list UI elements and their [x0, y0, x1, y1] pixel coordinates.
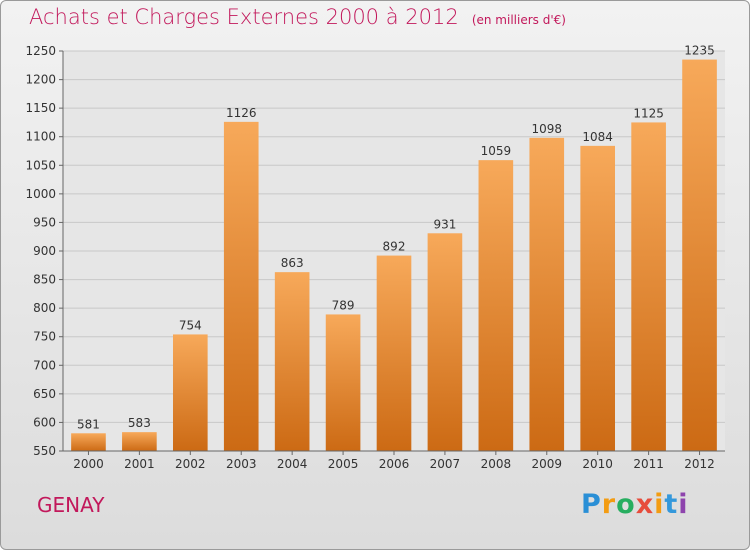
x-tick-label: 2005	[328, 457, 359, 471]
bar-value-label: 1059	[481, 144, 512, 158]
bar-value-label: 1126	[226, 106, 257, 120]
bar-value-label: 1125	[633, 106, 664, 120]
x-tick-label: 2009	[531, 457, 562, 471]
bar-2003	[223, 121, 259, 451]
bar-2002	[172, 334, 208, 451]
y-tick-label: 1150	[25, 101, 56, 115]
bar-2009	[529, 137, 565, 451]
x-tick-label: 2003	[226, 457, 257, 471]
y-tick-label: 1200	[25, 73, 56, 87]
bar-2007	[427, 233, 463, 451]
y-tick-label: 600	[33, 415, 56, 429]
bar-value-label: 1235	[684, 44, 715, 58]
logo-letter: i	[678, 489, 689, 520]
y-tick-label: 550	[33, 444, 56, 458]
bar-2011	[631, 122, 666, 451]
y-tick-label: 750	[33, 330, 56, 344]
bar-2004	[274, 272, 310, 451]
logo-letter: r	[601, 489, 617, 520]
x-tick-label: 2002	[175, 457, 206, 471]
chart-title: Achats et Charges Externes 2000 à 2012	[29, 5, 459, 29]
bar-value-label: 892	[383, 240, 406, 254]
x-tick-label: 2007	[430, 457, 461, 471]
bar-2012	[682, 59, 717, 451]
y-tick-label: 800	[33, 301, 56, 315]
bar-value-label: 863	[281, 256, 304, 270]
bar-value-label: 1084	[582, 130, 613, 144]
chart-title-block: Achats et Charges Externes 2000 à 2012 (…	[29, 5, 566, 29]
logo-letter: P	[581, 489, 602, 520]
x-tick-label: 2001	[124, 457, 155, 471]
logo-letter: o	[616, 489, 636, 520]
bar-2006	[376, 255, 412, 451]
x-tick-label: 2006	[379, 457, 410, 471]
x-tick-label: 2010	[582, 457, 613, 471]
x-tick-label: 2000	[73, 457, 104, 471]
y-tick-label: 1100	[25, 130, 56, 144]
bar-2005	[325, 314, 361, 451]
bar-2008	[478, 160, 514, 451]
bar-2010	[580, 145, 616, 451]
x-tick-label: 2011	[633, 457, 664, 471]
bar-value-label: 1098	[531, 122, 562, 136]
bar-value-label: 789	[332, 298, 355, 312]
y-tick-label: 650	[33, 387, 56, 401]
chart-subtitle: (en milliers d'€)	[471, 13, 566, 27]
y-tick-label: 700	[33, 358, 56, 372]
x-tick-label: 2004	[277, 457, 308, 471]
y-tick-label: 1050	[25, 158, 56, 172]
logo-letter: x	[635, 489, 655, 520]
logo-letter: t	[664, 489, 679, 520]
x-tick-label: 2012	[684, 457, 715, 471]
bar-value-label: 754	[179, 318, 202, 332]
bar-2001	[122, 432, 157, 451]
bar-value-label: 581	[77, 417, 100, 431]
y-tick-label: 1000	[25, 187, 56, 201]
y-tick-label: 850	[33, 273, 56, 287]
y-tick-label: 950	[33, 215, 56, 229]
x-tick-label: 2008	[481, 457, 512, 471]
proxiti-logo: Proxiti	[581, 489, 689, 520]
y-tick-label: 900	[33, 244, 56, 258]
bar-2000	[71, 433, 106, 451]
y-tick-label: 1250	[25, 44, 56, 58]
logo-letter: i	[654, 489, 665, 520]
city-name: GENAY	[37, 493, 105, 517]
bar-value-label: 931	[433, 217, 456, 231]
bar-value-label: 583	[128, 416, 151, 430]
